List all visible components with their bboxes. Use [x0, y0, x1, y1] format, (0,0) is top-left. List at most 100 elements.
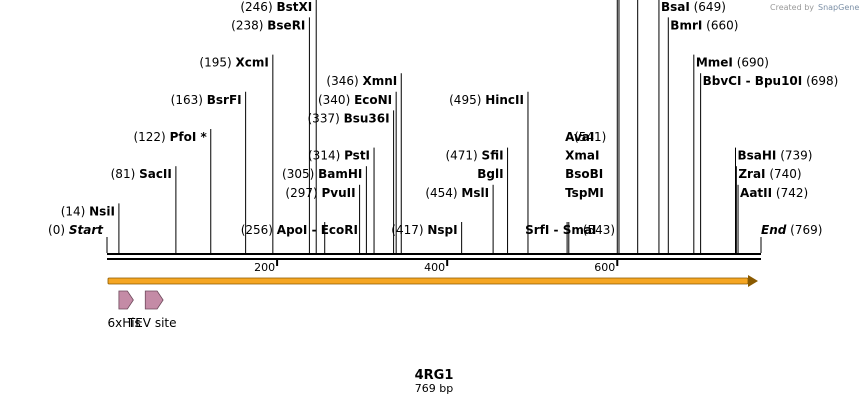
site-aatii[interactable]: AatII (742): [737, 184, 808, 253]
site-bbvci[interactable]: BbvCI - Bpu10I (698): [700, 73, 839, 253]
site-position: (690): [733, 56, 769, 70]
site-position: (238): [231, 18, 267, 32]
site-name: SfiI: [482, 149, 504, 163]
feature-arrow[interactable]: [118, 290, 134, 310]
site-xmai[interactable]: XmaI: [565, 149, 599, 163]
site-label: BsoBI: [565, 167, 603, 181]
site-name: EcoNI: [354, 93, 392, 107]
site-econi[interactable]: (340) EcoNI: [318, 91, 397, 253]
site-position: (742): [772, 186, 808, 200]
site-pfoi[interactable]: (122) PfoI *: [133, 129, 212, 253]
site-join-name: Bpu10I: [755, 74, 802, 88]
site-nsii[interactable]: (14) NsiI: [61, 203, 120, 253]
feature-6xhis[interactable]: 6xHis: [107, 290, 141, 330]
site-zrai[interactable]: ZraI (740): [735, 166, 802, 253]
site-xmni[interactable]: (346) XmnI: [326, 73, 402, 253]
site-position: (163): [171, 93, 207, 107]
site-label: (346) XmnI: [326, 74, 397, 88]
site-ppumi[interactable]: PpuMI (624): [637, 0, 718, 253]
site-label: (471) SfiI: [445, 149, 503, 163]
site-label: (0) Start: [48, 223, 104, 237]
site-name: TspMI: [565, 186, 604, 200]
site-position: (305): [282, 167, 318, 181]
site-label: XmaI: [565, 149, 599, 163]
site-bsobi[interactable]: BsoBI: [565, 167, 603, 181]
site-label: (297) PvuII: [285, 186, 355, 200]
site-bsahi[interactable]: BsaHI (739): [734, 147, 812, 253]
site-name: BsoBI: [565, 167, 603, 181]
feature-arrow[interactable]: [144, 290, 164, 310]
site-join-dash: -: [741, 74, 754, 88]
site-position: (454): [425, 186, 461, 200]
site-label: BglI: [477, 167, 503, 181]
site-label: (14) NsiI: [61, 204, 115, 218]
site-label: AatII (742): [740, 186, 808, 200]
site-name: AatII: [740, 186, 772, 200]
site-apoi[interactable]: (256) ApoI - EcoRI: [241, 222, 358, 253]
site-srfi[interactable]: SrfI - SmaI (541): [525, 130, 606, 253]
site-avai[interactable]: AvaI: [565, 130, 594, 144]
site-join-name: EcoRI: [321, 223, 358, 237]
feature-label: 6xHis: [107, 316, 140, 330]
orf-arrow[interactable]: [107, 275, 758, 287]
site-name: MmeI: [696, 56, 733, 70]
site-xcmi[interactable]: (195) XcmI: [199, 54, 274, 253]
site-name: BstXI: [276, 0, 312, 14]
plasmid-size: 769 bp: [415, 382, 453, 395]
site-name: NsiI: [89, 204, 115, 218]
credit-prefix: Created by: [770, 3, 814, 12]
site-name: Bsu36I: [344, 111, 390, 125]
site-bamhi[interactable]: (305) BamHI: [282, 166, 367, 253]
site-bgli[interactable]: BglI: [477, 167, 503, 181]
site-start[interactable]: (0) Start: [48, 223, 108, 253]
site-position: (417): [391, 223, 427, 237]
site-msli[interactable]: (454) MslI: [425, 184, 494, 253]
site-nspi[interactable]: (417) NspI: [391, 222, 463, 253]
site-sacii[interactable]: (81) SacII: [111, 166, 177, 253]
site-name: XmaI: [565, 149, 599, 163]
site-label: SrfI - SmaI: [525, 223, 596, 237]
feature-tev-site[interactable]: TEV site: [127, 290, 177, 330]
site-name: PvuII: [321, 186, 355, 200]
site-label: (122) PfoI *: [133, 130, 207, 144]
site-label: (340) EcoNI: [318, 93, 392, 107]
site-name: BsaI: [661, 0, 690, 14]
site-label: (417) NspI: [391, 223, 457, 237]
ruler-tick-label: 600: [594, 261, 615, 274]
site-name: End: [761, 223, 787, 237]
site-bsrfi[interactable]: (163) BsrFI: [171, 91, 247, 253]
site-styi[interactable]: StyI - NcoI (600): [616, 0, 725, 253]
site-join-dash: -: [549, 223, 562, 237]
site-label: (543): [583, 223, 615, 237]
site-mmei[interactable]: MmeI (690): [693, 54, 769, 253]
site-label: TspMI: [565, 186, 604, 200]
site-position: (337): [308, 111, 344, 125]
site-label: BsaHI (739): [737, 149, 812, 163]
site-bstxi[interactable]: (246) BstXI: [240, 0, 317, 253]
site-name: XmnI: [362, 74, 397, 88]
site-name: BseRI: [267, 18, 305, 32]
site-end[interactable]: End (769): [760, 223, 822, 253]
site-name: NspI: [427, 223, 457, 237]
site-position: (246): [240, 0, 276, 14]
site-sfii[interactable]: (471) SfiI: [445, 147, 509, 253]
site-label: BbvCI - Bpu10I (698): [703, 74, 839, 88]
site-tspmi[interactable]: TspMI: [565, 186, 604, 200]
site-psti[interactable]: (314) PstI: [308, 147, 375, 253]
site-btgzi[interactable]: BtgZI (602): [618, 0, 694, 253]
orf-arrowhead[interactable]: [748, 275, 758, 287]
site-bsai[interactable]: BsaI (649): [658, 0, 726, 253]
site-hincii[interactable]: (495) HincII: [449, 91, 529, 253]
site-label: (81) SacII: [111, 167, 172, 181]
site-bmri[interactable]: BmrI (660): [667, 17, 738, 253]
site-name: Start: [69, 223, 104, 237]
orf-bar[interactable]: [107, 277, 749, 285]
site-pvuii[interactable]: (297) PvuII: [285, 184, 361, 253]
restriction-sites: (0) Start (14) NsiI (81) SacII (122) PfoI *…: [48, 0, 838, 253]
site-bp-543[interactable]: (543): [568, 222, 615, 253]
site-position: (297): [285, 186, 321, 200]
site-name: BsrFI: [207, 93, 242, 107]
site-bseri[interactable]: (238) BseRI: [231, 17, 310, 253]
site-bsu36i[interactable]: (337) Bsu36I: [308, 110, 395, 253]
